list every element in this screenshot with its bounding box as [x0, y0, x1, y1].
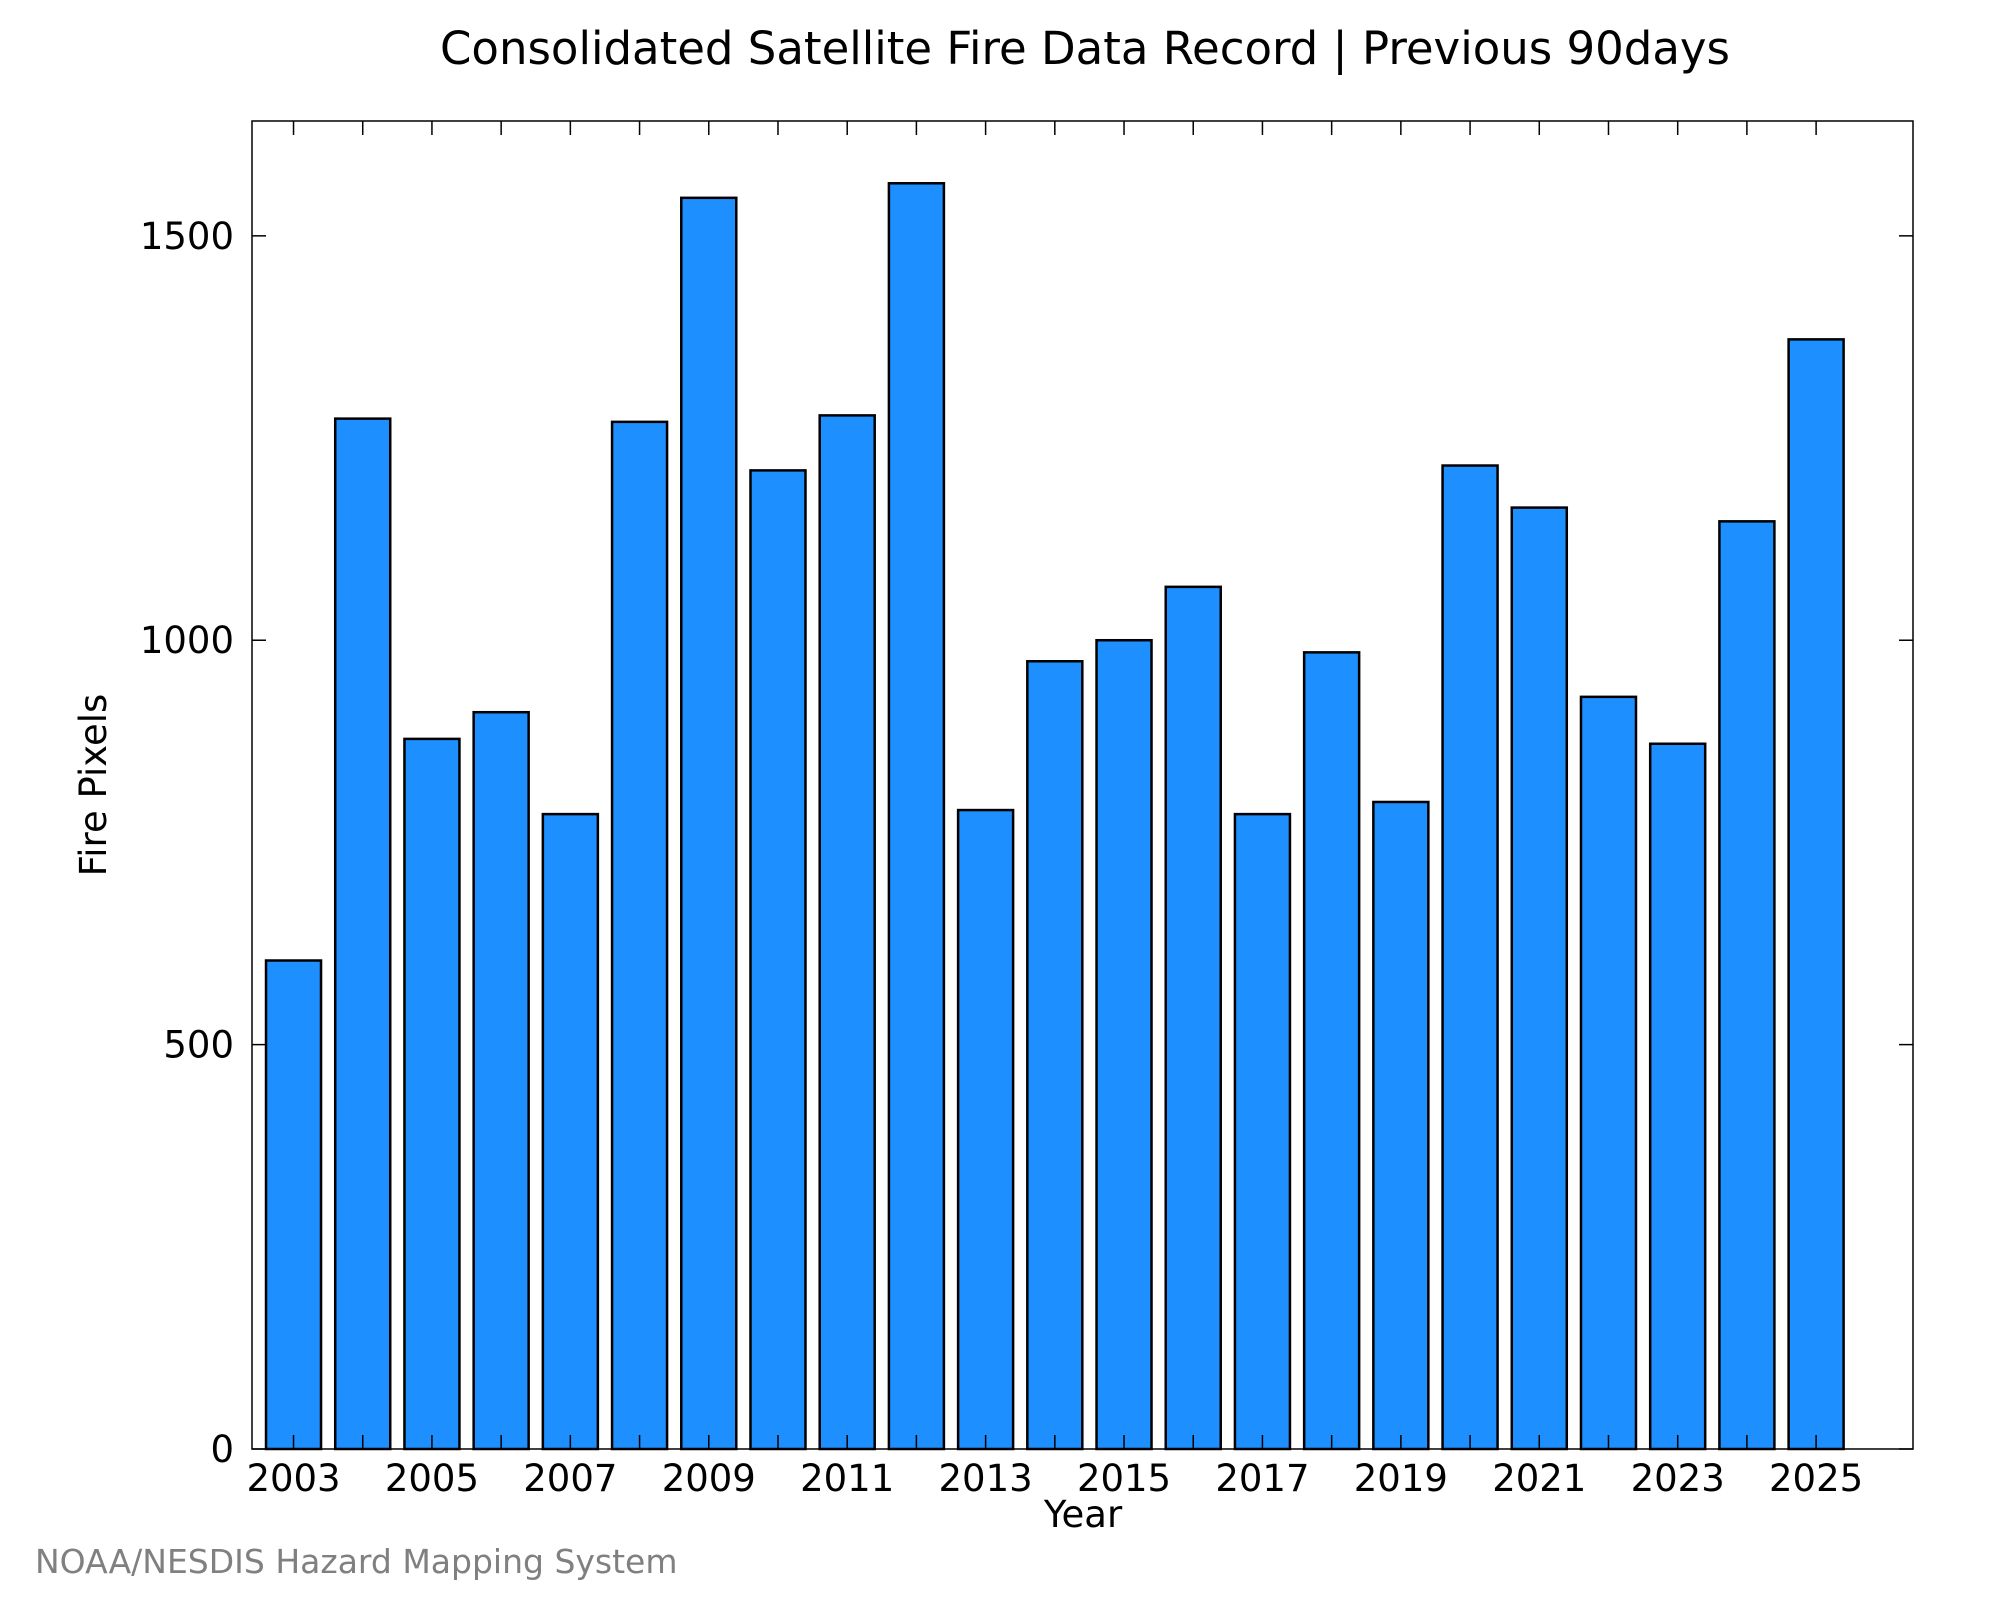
x-tick-label-2025: 2025	[1769, 1457, 1863, 1500]
bar-2016	[1164, 585, 1222, 1451]
x-tick-label-2005: 2005	[385, 1457, 479, 1500]
bar-2022	[1579, 695, 1638, 1451]
x-axis-label: Year	[1043, 1493, 1123, 1536]
bar-2011	[818, 414, 876, 1451]
plot-frame	[251, 120, 1914, 1450]
bar-2018	[1302, 651, 1361, 1451]
x-tick-label-2017: 2017	[1215, 1457, 1309, 1500]
y-tick-label-0: 0	[210, 1428, 234, 1471]
bar-2020	[1441, 464, 1499, 1451]
x-tick-label-2009: 2009	[662, 1457, 756, 1500]
ticks-group: 0 500 1000 1500 2003 2005 2007 2009 2011 2013 2015…	[140, 121, 1913, 1500]
bar-2015	[1095, 638, 1153, 1451]
x-tick-label-2007: 2007	[523, 1457, 617, 1500]
bar-2023	[1648, 742, 1707, 1451]
bar-2019	[1372, 800, 1430, 1451]
credit-text: NOAA/NESDIS Hazard Mapping System	[35, 1542, 678, 1581]
x-tick-label-2015: 2015	[1077, 1457, 1171, 1500]
y-axis-label: Fire Pixels	[72, 694, 115, 877]
bar-2025	[1787, 338, 1845, 1451]
x-tick-label-2023: 2023	[1631, 1457, 1725, 1500]
x-tick-label-2021: 2021	[1492, 1457, 1586, 1500]
y-tick-label-500: 500	[163, 1024, 234, 1067]
x-tick-label-2019: 2019	[1354, 1457, 1448, 1500]
bar-2021	[1510, 506, 1569, 1451]
x-tick-label-2013: 2013	[939, 1457, 1033, 1500]
bar-2008	[610, 420, 669, 1451]
bar-2012	[887, 182, 946, 1451]
bars-group	[264, 182, 1845, 1451]
bar-2010	[749, 469, 807, 1451]
x-tick-label-2003: 2003	[246, 1457, 340, 1500]
x-tick-label-2011: 2011	[800, 1457, 894, 1500]
bar-2007	[541, 812, 600, 1451]
bar-2009	[680, 196, 738, 1451]
bar-2014	[1026, 660, 1084, 1451]
y-tick-label-1500: 1500	[140, 215, 234, 258]
bar-2004	[333, 417, 392, 1451]
y-tick-label-1000: 1000	[140, 619, 234, 662]
bar-2024	[1718, 520, 1776, 1451]
bar-2013	[956, 808, 1015, 1451]
bar-2003	[264, 959, 323, 1451]
bar-2006	[472, 710, 530, 1451]
bar-2005	[403, 737, 461, 1451]
chart-title: Consolidated Satellite Fire Data Record …	[440, 22, 1730, 75]
bar-2017	[1233, 812, 1292, 1451]
